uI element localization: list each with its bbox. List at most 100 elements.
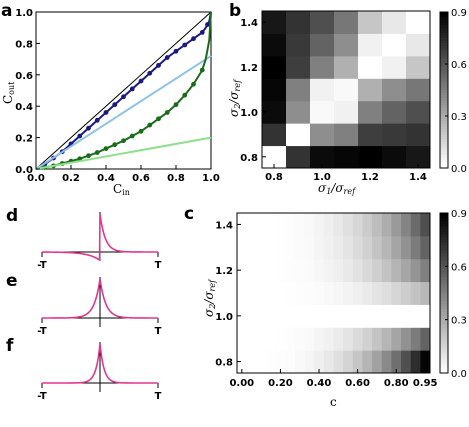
panel-c-xlabel: c: [330, 395, 337, 409]
panel-a-green-points-point: [94, 150, 100, 155]
panel-b-colorbar-step: [440, 121, 448, 125]
panel-a-ytick-label: 0.0: [15, 165, 33, 176]
panel-c-cell: [256, 281, 267, 305]
panel-c-cell: [420, 350, 431, 374]
panel-c-cell: [285, 281, 296, 305]
panel-a-navy-points-point: [173, 48, 179, 54]
panel-b-cell: [382, 33, 407, 57]
panel-c-cell: [410, 258, 421, 283]
panel-b-colorbar-step: [440, 12, 448, 16]
panel-c-colorbar-step: [440, 229, 448, 233]
panel-c-colorbar-step: [440, 287, 448, 291]
panel-b-heatmap: 0.8 1.0 1.2 1.4 0.8 1.0 1.2 1.4 0.0 0.3 0.6 0.9 σ1…: [227, 8, 467, 196]
panel-c-xtick-label: 0.00: [229, 378, 254, 389]
panel-c-cell: [275, 235, 286, 260]
panel-b-cell: [358, 11, 383, 34]
panel-b-cell: [286, 145, 311, 169]
panel-c-cell: [391, 258, 402, 283]
panel-c-cell: [343, 213, 354, 237]
panel-c-cell: [362, 258, 373, 283]
panel-c-colorbar-step: [440, 351, 448, 355]
panel-a-ytick-label: 0.6: [15, 71, 33, 82]
panel-c-cell: [304, 304, 315, 328]
panel-b-cell: [358, 145, 383, 169]
panel-c-cell: [362, 350, 373, 374]
panel-a-series-light-green: [35, 136, 212, 170]
panel-b-cell: [406, 123, 431, 147]
panel-c-cell: [275, 281, 286, 305]
panel-c-cell: [381, 281, 392, 305]
panel-c-cell: [275, 327, 286, 351]
panel-d-tick-label-right: T: [155, 260, 162, 271]
panel-b-xtick-label: 0.8: [265, 172, 283, 183]
panel-a-xtick-label: 0.4: [97, 173, 115, 184]
panel-c-cell: [381, 350, 392, 374]
panel-c-cell: [304, 213, 315, 237]
panel-b-colorbar-step: [440, 66, 448, 70]
panel-b-cell: [406, 78, 431, 102]
panel-a-navy-points-point: [147, 70, 153, 76]
panel-c-cell: [372, 258, 383, 283]
panel-c-cell: [333, 304, 344, 328]
panel-a-navy-points-point: [112, 102, 118, 108]
panel-a-series-light-blue: [35, 55, 212, 170]
panel-c-frame: [236, 212, 431, 374]
panel-c-cell: [420, 327, 431, 351]
panel-c-xtick-label: 0.20: [268, 378, 293, 389]
panel-c-cell: [294, 258, 306, 283]
panel-b-cell: [262, 123, 287, 147]
panel-c-cell: [275, 258, 286, 283]
panel-b-colorbar-step: [440, 108, 448, 112]
panel-c-cell: [420, 304, 431, 328]
panel-c-cell: [333, 350, 344, 374]
panel-b-ytick-label: 1.4: [240, 18, 258, 29]
panel-c-cell: [410, 350, 421, 374]
panel-e-kernel-curve: [41, 278, 159, 319]
panel-b-ytick-label: 0.8: [240, 153, 258, 164]
panel-c-colorbar-step: [440, 242, 448, 246]
panel-f-kernel-curve: [42, 343, 158, 384]
panel-c-cell: [323, 235, 334, 260]
panel-c-cell: [304, 258, 315, 283]
panel-c-colorbar-label: 0.0: [451, 369, 467, 380]
panel-c-colorbar-step: [440, 346, 448, 350]
panel-c-cell: [256, 304, 267, 328]
panel-c-colorbar-step: [440, 330, 448, 334]
panel-c-cell: [265, 235, 277, 260]
panel-b-colorbar-step: [440, 77, 448, 81]
panel-c-cell: [381, 213, 392, 237]
panel-c-cell: [391, 235, 402, 260]
panel-c-cell: [246, 281, 257, 305]
panel-c-colorbar-step: [440, 298, 448, 302]
panel-b-colorbar-step: [440, 27, 448, 31]
panels-def-kernels: -T T -T T -T T: [37, 212, 162, 402]
panel-a-navy-points-point: [77, 133, 83, 139]
panel-a-navy-points-point: [121, 94, 126, 100]
panel-b-colorbar-label: 0.3: [451, 112, 467, 123]
panel-c-cell: [343, 235, 354, 260]
panel-a-green-points-point: [86, 153, 91, 159]
panel-b-cell: [358, 33, 383, 57]
panel-a-green-points-point: [182, 92, 188, 98]
panel-c-cell: [237, 235, 248, 260]
panel-c-cell: [401, 281, 412, 305]
panel-c-colorbar-step: [440, 282, 448, 286]
panel-c-colorbar-step: [440, 263, 448, 267]
panel-b-cell: [406, 145, 431, 169]
panel-b-ytick-label: 1.2: [240, 63, 258, 74]
panel-f-tick-label-right: T: [155, 391, 162, 402]
panel-c-colorbar-label: 0.3: [451, 316, 467, 327]
panel-c-colorbar-step: [440, 215, 448, 219]
panel-b-cell: [262, 145, 287, 169]
panel-b-xtick-label: 1.2: [361, 172, 379, 183]
panel-c-cell: [294, 304, 306, 328]
panel-f-kernel-plot: -T T: [37, 342, 162, 402]
panel-c-cell: [304, 350, 315, 374]
panel-c-xtick-label: 0.40: [307, 378, 332, 389]
panel-b-ylabel: σ2/σref: [227, 78, 242, 117]
panel-b-cell: [382, 55, 407, 79]
panel-b-colorbar-step: [440, 139, 448, 143]
panel-c-cell: [391, 304, 402, 328]
panel-b-colorbar-step: [440, 79, 448, 83]
panel-c-colorbar-step: [440, 274, 448, 278]
